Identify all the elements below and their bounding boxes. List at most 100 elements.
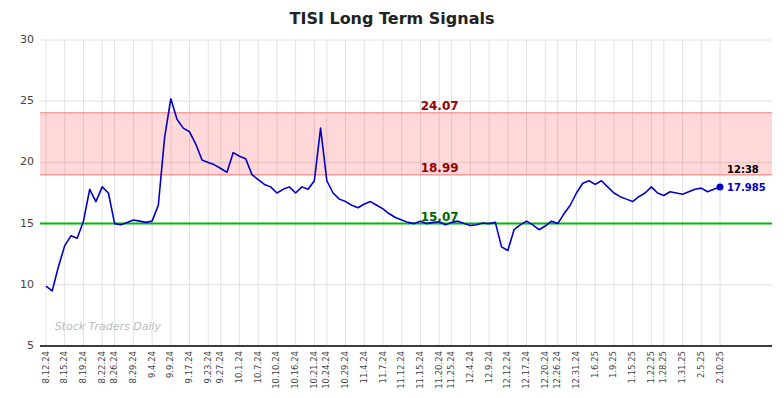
x-tick-label: 9.27.24: [215, 351, 225, 383]
x-tick-label: 8.29.24: [128, 351, 138, 383]
x-grid-line: [314, 40, 315, 346]
x-tick-label: 1.6.25: [590, 351, 600, 378]
x-grid-line: [102, 40, 103, 346]
x-grid-line: [114, 40, 115, 346]
x-grid-line: [258, 40, 259, 346]
level-label: 15.07: [421, 210, 459, 224]
x-tick-label: 10.24.24: [321, 351, 331, 389]
end-annotation: 17.985: [727, 182, 766, 193]
x-grid-line: [64, 40, 65, 346]
x-tick-label: 12.9.24: [484, 351, 494, 383]
level-label: 18.99: [421, 161, 459, 175]
y-grid-line: [40, 223, 772, 224]
x-tick-label: 11.20.24: [434, 351, 444, 389]
x-tick-label: 11.25.24: [446, 351, 456, 389]
x-grid-line: [420, 40, 421, 346]
x-tick-label: 2.5.25: [696, 351, 706, 378]
x-grid-line: [239, 40, 240, 346]
x-tick-label: 1.15.25: [627, 351, 637, 383]
x-tick-label: 12.4.24: [465, 351, 475, 383]
x-grid-line: [364, 40, 365, 346]
chart: TISI Long Term Signals 5 10 15 20 25 30 8.12.24…: [0, 0, 784, 398]
x-tick-label: 12.20.24: [540, 351, 550, 389]
x-tick-label: 11.7.24: [378, 351, 388, 383]
level-label: 24.07: [421, 99, 459, 113]
reference-line: [40, 223, 772, 225]
band: [40, 113, 772, 175]
x-grid-line: [208, 40, 209, 346]
x-grid-line: [545, 40, 546, 346]
x-grid-line: [663, 40, 664, 346]
x-tick-label: 11.15.24: [415, 351, 425, 389]
x-tick-label: 9.23.24: [203, 351, 213, 383]
x-tick-label: 8.15.24: [59, 351, 69, 383]
x-grid-line: [133, 40, 134, 346]
x-tick-label: 10.7.24: [253, 351, 263, 383]
y-grid-line: [40, 40, 772, 41]
x-grid-line: [152, 40, 153, 346]
x-grid-line: [489, 40, 490, 346]
x-tick-label: 2.10.25: [715, 351, 725, 383]
x-grid-line: [720, 40, 721, 346]
x-grid-line: [682, 40, 683, 346]
x-grid-line: [345, 40, 346, 346]
x-tick-label: 12.31.24: [571, 351, 581, 389]
x-grid-line: [595, 40, 596, 346]
x-grid-line: [526, 40, 527, 346]
grid: [40, 40, 772, 346]
x-tick-label: 10.29.24: [340, 351, 350, 389]
y-tick-label: 25: [20, 94, 34, 107]
x-tick-label: 8.12.24: [41, 351, 51, 383]
x-tick-label: 11.4.24: [359, 351, 369, 383]
reference-line: [40, 112, 772, 113]
x-tick-label: 1.31.25: [677, 351, 687, 383]
y-tick-label: 30: [20, 33, 34, 46]
x-grid-line: [189, 40, 190, 346]
x-grid-line: [220, 40, 221, 346]
x-grid-line: [651, 40, 652, 346]
x-tick-label: 9.4.24: [147, 351, 157, 378]
reference-line: [40, 174, 772, 175]
y-tick-label: 15: [20, 217, 34, 230]
y-tick-label: 10: [20, 278, 34, 291]
end-annotation: 12:38: [727, 164, 759, 175]
y-grid-line: [40, 284, 772, 285]
x-grid-line: [507, 40, 508, 346]
x-tick-label: 11.12.24: [396, 351, 406, 389]
x-tick-label: 9.17.24: [184, 351, 194, 383]
x-tick-label: 12.12.24: [502, 351, 512, 389]
x-tick-label: 10.10.24: [271, 351, 281, 389]
x-grid-line: [326, 40, 327, 346]
x-tick-label: 9.9.24: [165, 351, 175, 378]
x-tick-label: 8.19.24: [78, 351, 88, 383]
price-line: [46, 99, 720, 291]
x-grid-line: [46, 40, 47, 346]
x-grid-line: [83, 40, 84, 346]
x-tick-label: 10.1.24: [234, 351, 244, 383]
x-grid-line: [401, 40, 402, 346]
x-axis-line: [40, 345, 772, 347]
title: TISI Long Term Signals: [290, 9, 495, 28]
y-grid-line: [40, 101, 772, 102]
x-grid-line: [470, 40, 471, 346]
x-grid-line: [451, 40, 452, 346]
x-tick-label: 12.26.24: [552, 351, 562, 389]
x-grid-line: [701, 40, 702, 346]
plot-area: [40, 99, 772, 291]
y-tick-label: 20: [20, 155, 34, 168]
x-tick-label: 8.22.24: [97, 351, 107, 383]
x-grid-line: [632, 40, 633, 346]
x-tick-label: 1.22.25: [646, 351, 656, 383]
x-grid-line: [439, 40, 440, 346]
y-tick-label: 5: [27, 339, 34, 352]
x-grid-line: [557, 40, 558, 346]
x-tick-label: 1.9.25: [608, 351, 618, 378]
x-tick-label: 8.26.24: [109, 351, 119, 383]
x-grid-line: [383, 40, 384, 346]
end-dot: [717, 184, 724, 191]
y-grid-line: [40, 346, 772, 347]
watermark: Stock Traders Daily: [55, 320, 162, 333]
x-tick-label: 10.16.24: [290, 351, 300, 389]
x-tick-label: 12.17.24: [521, 351, 531, 389]
x-grid-line: [170, 40, 171, 346]
